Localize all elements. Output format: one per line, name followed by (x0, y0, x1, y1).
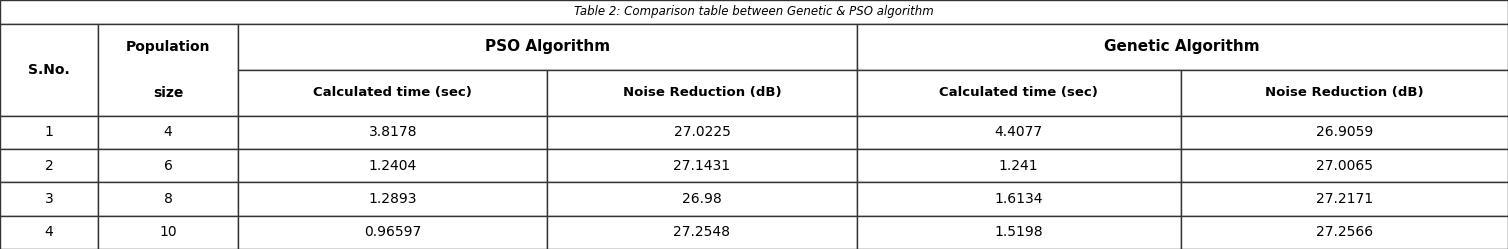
Text: Genetic Algorithm: Genetic Algorithm (1104, 39, 1261, 54)
Bar (857, 70, 1181, 116)
Text: 27.2171: 27.2171 (1316, 192, 1372, 206)
Text: 1.6134: 1.6134 (994, 192, 1044, 206)
Bar (547, 216, 857, 249)
Text: Noise Reduction (dB): Noise Reduction (dB) (623, 86, 781, 99)
Text: 26.9059: 26.9059 (1316, 125, 1372, 139)
Bar (238, 149, 547, 182)
Bar (857, 24, 1508, 70)
Text: 1.2404: 1.2404 (369, 159, 416, 173)
Text: S.No.: S.No. (29, 63, 69, 77)
Bar (0, 149, 98, 182)
Bar (98, 182, 238, 216)
Bar (98, 24, 238, 116)
Text: 26.98: 26.98 (682, 192, 722, 206)
Bar (547, 116, 857, 149)
Text: 4: 4 (45, 225, 53, 239)
Text: Noise Reduction (dB): Noise Reduction (dB) (1265, 86, 1424, 99)
Bar (547, 70, 857, 116)
Bar (98, 216, 238, 249)
Text: 27.0065: 27.0065 (1316, 159, 1372, 173)
Bar (238, 116, 547, 149)
Bar (547, 149, 857, 182)
Bar (98, 149, 238, 182)
Bar (1181, 182, 1508, 216)
Bar (238, 182, 547, 216)
Text: 8: 8 (164, 192, 172, 206)
Text: Table 2: Comparison table between Genetic & PSO algorithm: Table 2: Comparison table between Geneti… (575, 5, 933, 18)
Text: 6: 6 (164, 159, 172, 173)
Bar (238, 70, 547, 116)
Bar (1181, 116, 1508, 149)
Text: 10: 10 (160, 225, 176, 239)
Text: Calculated time (sec): Calculated time (sec) (314, 86, 472, 99)
Text: 27.0225: 27.0225 (674, 125, 730, 139)
Text: size: size (152, 86, 184, 100)
Text: 2: 2 (45, 159, 53, 173)
Bar (0, 182, 98, 216)
Bar (0, 216, 98, 249)
Bar (0, 0, 1508, 24)
Bar (0, 24, 98, 116)
Text: 27.2548: 27.2548 (674, 225, 730, 239)
Bar (1181, 149, 1508, 182)
Text: 4.4077: 4.4077 (995, 125, 1042, 139)
Text: 4: 4 (164, 125, 172, 139)
Bar (857, 149, 1181, 182)
Bar (857, 116, 1181, 149)
Text: 3.8178: 3.8178 (368, 125, 418, 139)
Bar (1181, 216, 1508, 249)
Bar (1181, 70, 1508, 116)
Text: 27.2566: 27.2566 (1316, 225, 1372, 239)
Bar (238, 216, 547, 249)
Bar (857, 216, 1181, 249)
Text: 1.5198: 1.5198 (994, 225, 1044, 239)
Text: 1.2893: 1.2893 (368, 192, 418, 206)
Text: Population: Population (125, 40, 211, 54)
Bar (547, 182, 857, 216)
Text: 27.1431: 27.1431 (674, 159, 730, 173)
Bar (857, 182, 1181, 216)
Text: PSO Algorithm: PSO Algorithm (486, 39, 609, 54)
Text: 0.96597: 0.96597 (365, 225, 421, 239)
Text: 1: 1 (45, 125, 53, 139)
Text: Calculated time (sec): Calculated time (sec) (939, 86, 1098, 99)
Text: 1.241: 1.241 (998, 159, 1039, 173)
Bar (0, 116, 98, 149)
Text: 3: 3 (45, 192, 53, 206)
Bar (98, 116, 238, 149)
Bar (238, 24, 857, 70)
